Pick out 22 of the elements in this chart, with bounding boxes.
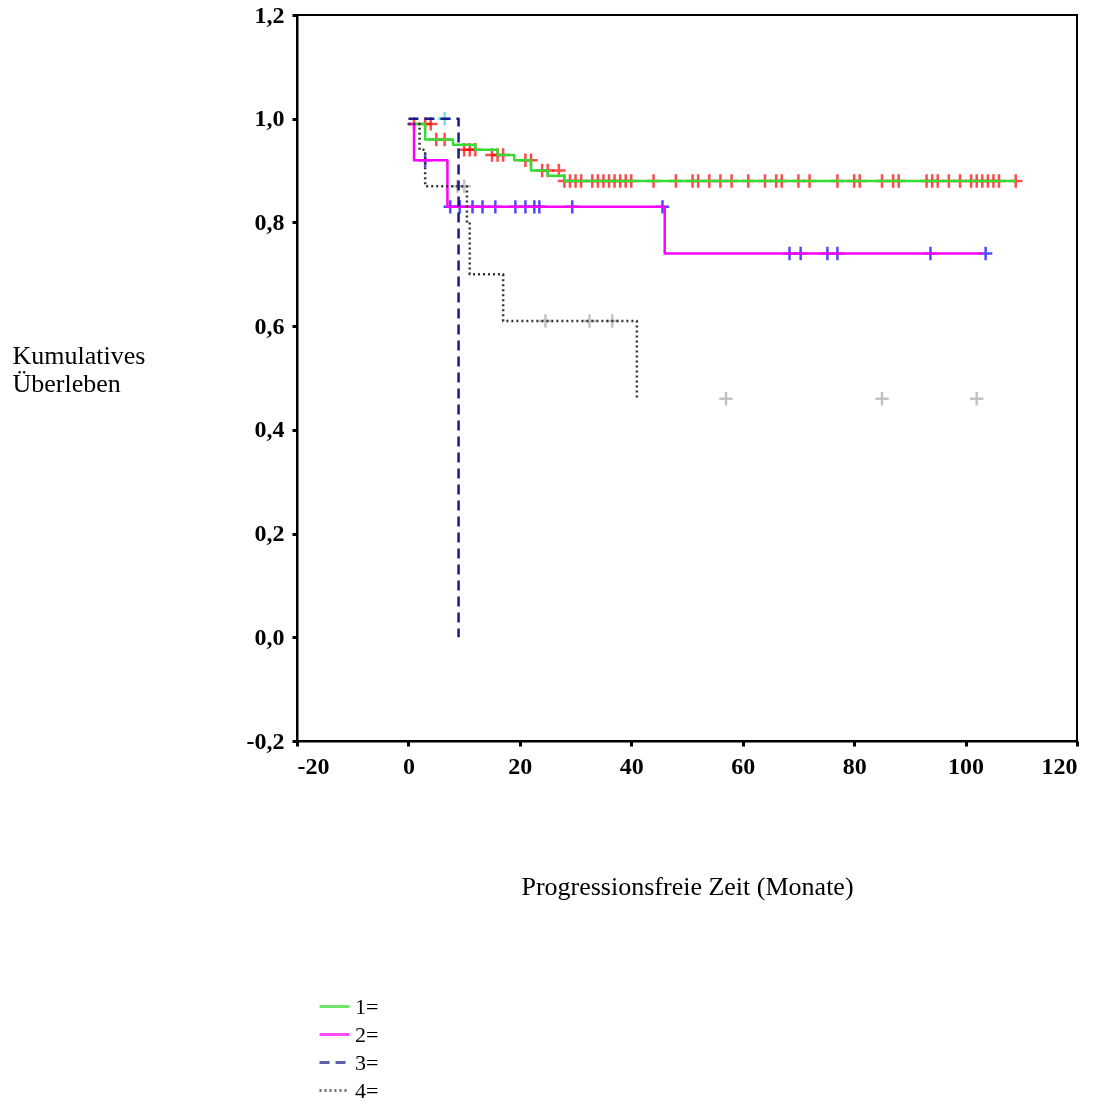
x-axis-title: Progressionsfreie Zeit (Monate) [521, 871, 854, 901]
y-tick-label: 0,4 [254, 416, 285, 443]
y-tick-label: -0,2 [246, 727, 285, 754]
y-tick-label: 0,8 [254, 208, 285, 235]
x-tick-label: -20 [297, 752, 330, 779]
x-tick-label: 0 [402, 752, 415, 779]
legend-label: 1= [355, 993, 379, 1019]
y-tick-label: 0,0 [254, 623, 285, 650]
x-tick-label: 120 [1041, 752, 1078, 779]
y-axis-title: Kumulatives Überleben [12, 340, 146, 398]
legend-label: 2= [355, 1021, 379, 1047]
legend-label: 4= [355, 1077, 379, 1103]
y-tick-label: 0,6 [254, 312, 285, 339]
legend-label: 3= [355, 1049, 379, 1075]
x-tick-label: 80 [842, 752, 867, 779]
x-tick-label: 100 [948, 752, 985, 779]
x-tick-label: 20 [508, 752, 533, 779]
y-tick-label: 1,2 [254, 1, 285, 28]
x-tick-label: 60 [731, 752, 756, 779]
y-tick-label: 0,2 [254, 520, 285, 547]
y-tick-label: 1,0 [254, 105, 285, 132]
x-tick-label: 40 [619, 752, 644, 779]
